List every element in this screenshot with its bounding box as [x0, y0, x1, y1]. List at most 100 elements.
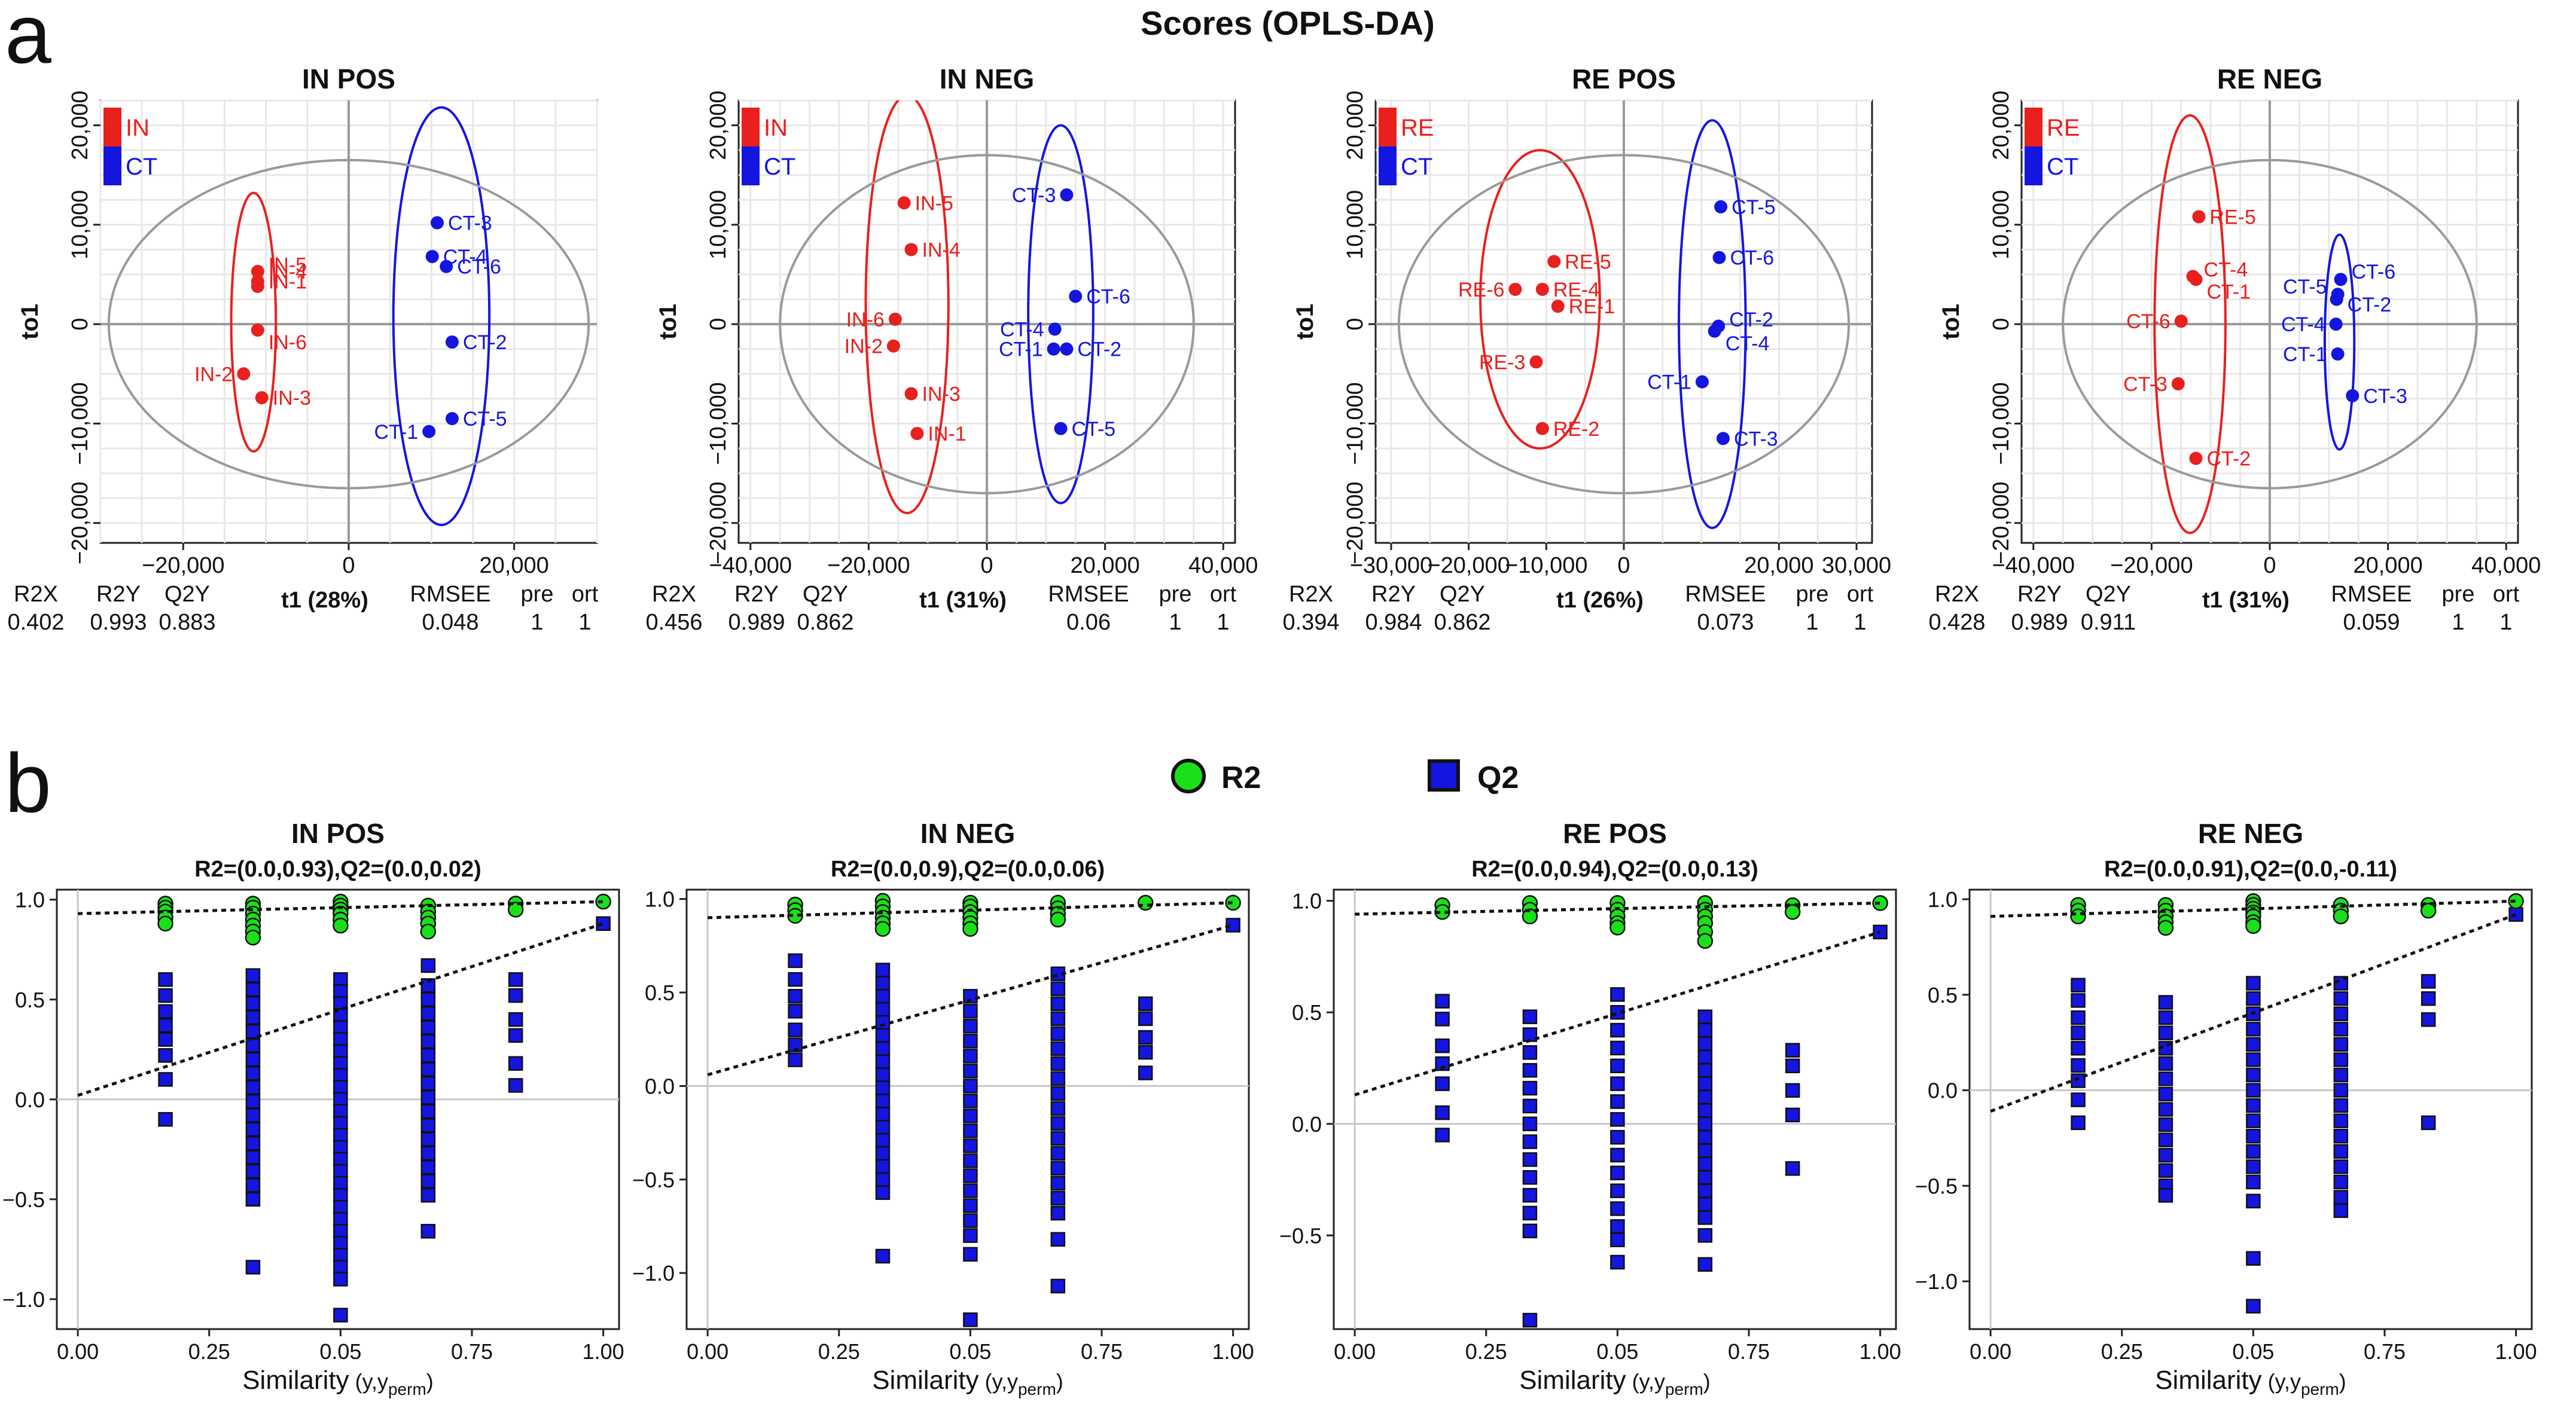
q2-point	[1050, 1116, 1066, 1131]
q2-point	[2158, 1025, 2173, 1040]
r2-point	[420, 923, 437, 940]
score-point	[2331, 347, 2345, 361]
q2-point	[1522, 1062, 1538, 1078]
q2-point	[2333, 1052, 2349, 1067]
legend-swatch	[103, 146, 121, 185]
x-tick-label: 1.00	[1859, 1339, 1901, 1364]
x-tick-label: 20,000	[480, 553, 549, 578]
q2-point	[1522, 1116, 1538, 1132]
q2-point	[2333, 1159, 2349, 1174]
x-tick-label: 0.00	[687, 1339, 728, 1364]
q2-point	[1610, 1129, 1625, 1145]
y-axis-label: to1	[1938, 304, 1964, 340]
point-label: CT-6	[1086, 286, 1130, 309]
q2-point	[1522, 1098, 1538, 1114]
q2-point	[1610, 1040, 1625, 1056]
score-point	[2174, 314, 2188, 328]
q2-point	[1785, 1107, 1800, 1123]
score-point	[2330, 292, 2343, 306]
q2-point	[2420, 974, 2436, 989]
permutation-plot-subtitle: R2=(0.0,0.93),Q2=(0.0,0.02)	[194, 857, 481, 882]
q2-point	[875, 989, 891, 1004]
q2-point	[1435, 1105, 1450, 1120]
q2-point	[1050, 1101, 1066, 1116]
legend-swatch	[1379, 108, 1397, 146]
q2-regression-line	[1354, 930, 1881, 1097]
x-tick-label: −30,000	[1350, 553, 1432, 578]
panel-letter-b: b	[5, 736, 51, 830]
r2-regression-line	[1355, 901, 1880, 916]
q2-point	[1610, 1147, 1625, 1163]
x-tick-label: 0.75	[1728, 1339, 1770, 1364]
stat-label-rmsee: RMSEE	[410, 582, 490, 607]
q2-point	[963, 1138, 978, 1153]
q2-point	[2246, 1037, 2261, 1052]
point-label: RE-6	[1458, 279, 1504, 301]
permutation-plot-1: IN POS R2=(0.0,0.93),Q2=(0.0,0.02) −1.0 −0.…	[2, 818, 624, 1398]
stat-label-pre: pre	[521, 582, 554, 607]
q2-point	[508, 1056, 523, 1071]
score-point	[425, 250, 439, 264]
r2-point	[1225, 894, 1241, 911]
x-tick-label: 0.05	[2232, 1339, 2274, 1364]
q2-point	[963, 1123, 978, 1138]
x-axis-label: Similarity (y,yperm)	[872, 1366, 1063, 1398]
permutation-plot-title: RE NEG	[2198, 818, 2303, 849]
r2-point	[2245, 918, 2261, 934]
q2-point	[1697, 1170, 1713, 1185]
q2-point	[333, 1212, 348, 1227]
q2-point	[1610, 1254, 1625, 1270]
q2-point	[1785, 1161, 1800, 1176]
q2-point	[875, 1094, 891, 1108]
score-point	[251, 279, 264, 293]
q2-point	[596, 916, 611, 932]
q2-point	[333, 1056, 348, 1071]
q2-point	[2246, 1022, 2261, 1037]
q2-point	[2246, 1193, 2261, 1209]
q2-point	[1522, 1045, 1538, 1060]
q2-point	[420, 958, 436, 973]
r2-regression-line	[78, 900, 603, 915]
q2-point	[2333, 1022, 2349, 1037]
hotelling-ellipse	[1397, 154, 1851, 494]
stat-value-pre: 1	[1806, 610, 1818, 635]
q2-point	[420, 1034, 436, 1049]
q2-point	[245, 1150, 261, 1165]
hotelling-ellipse	[779, 154, 1195, 494]
group-ellipse	[2153, 114, 2227, 535]
q2-point	[1785, 1043, 1800, 1058]
q2-point	[245, 1260, 261, 1275]
stat-label-r2x: R2X	[652, 582, 696, 607]
q2-point	[333, 1199, 348, 1215]
score-plot-title: RE NEG	[2217, 63, 2322, 94]
y-tick-label: 1.0	[1928, 887, 1958, 912]
score-point	[2192, 210, 2206, 224]
q2-point	[788, 972, 803, 987]
x-tick-label: 1.00	[1212, 1339, 1254, 1364]
score-point	[1551, 300, 1565, 313]
permutation-plot-title: IN POS	[291, 818, 385, 849]
y-tick-label: 0.5	[15, 988, 45, 1012]
score-point	[251, 323, 264, 337]
x-tick-label: 0.00	[57, 1339, 99, 1364]
q2-point	[333, 1092, 348, 1107]
group-ellipse	[1027, 124, 1095, 505]
q2-point	[963, 1213, 978, 1228]
q2-point	[245, 1163, 261, 1179]
x-tick-label: −20,000	[142, 553, 224, 578]
score-point	[1547, 255, 1561, 268]
q2-point	[2158, 1010, 2173, 1025]
q2-point	[2071, 1010, 2086, 1025]
q2-point	[2333, 1037, 2349, 1052]
point-label: CT-2	[1077, 338, 1121, 361]
q2-point	[245, 1122, 261, 1137]
y-tick-label: 10,000	[706, 190, 731, 259]
score-point	[422, 424, 436, 438]
q2-point	[420, 1076, 436, 1091]
q2-point	[788, 1037, 803, 1052]
q2-point	[2071, 1073, 2086, 1088]
point-label: RE-5	[2209, 206, 2255, 229]
q2-point	[963, 1064, 978, 1079]
score-point	[1060, 188, 1074, 201]
hotelling-ellipse	[107, 158, 590, 490]
